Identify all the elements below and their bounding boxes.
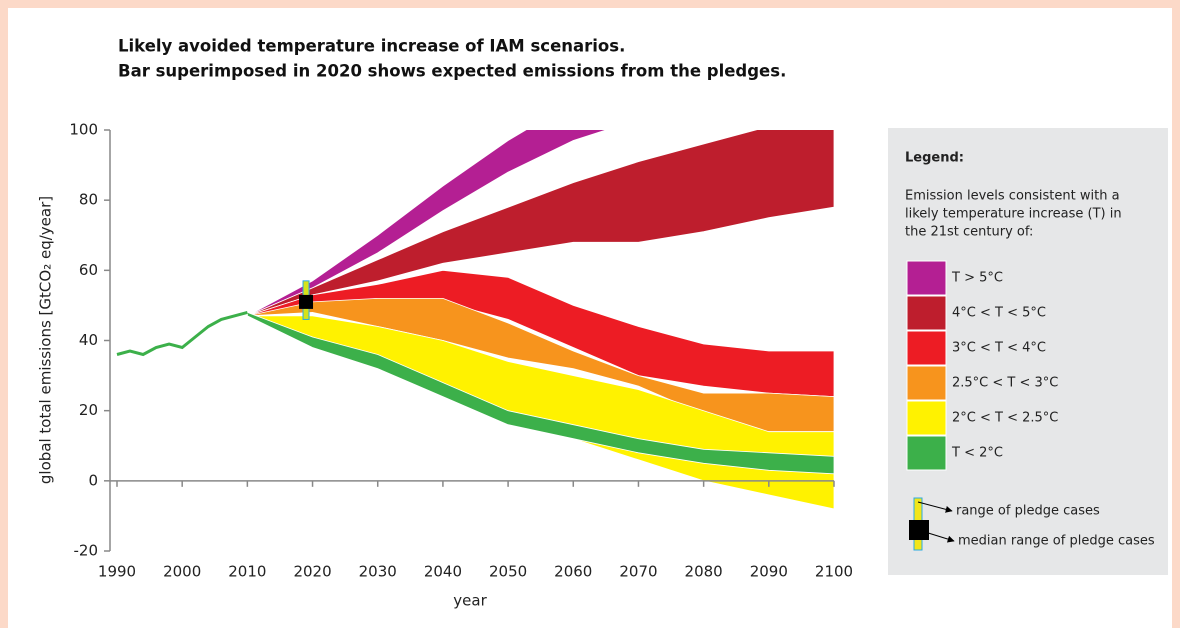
legend-arrow (924, 531, 955, 543)
y-tick-label: 100 (69, 121, 98, 139)
y-tick-label: 40 (79, 331, 98, 349)
legend-swatch (906, 295, 947, 331)
legend-pledge-median (909, 520, 929, 540)
legend-label: 2°C < T < 2.5°C (952, 411, 1058, 426)
x-tick-label: 2080 (685, 563, 723, 581)
legend-label: 2.5°C < T < 3°C (952, 376, 1058, 391)
legend-label: 3°C < T < 4°C (952, 341, 1046, 356)
x-tick-label: 2000 (163, 563, 201, 581)
x-tick-label: 2030 (359, 563, 397, 581)
legend-swatch (906, 330, 947, 366)
y-axis-label: global total emissions [GtCO₂ eq/year] (37, 196, 55, 484)
legend-label: median range of pledge cases (958, 534, 1155, 549)
legend-label: range of pledge cases (956, 504, 1100, 519)
plot-area (116, 130, 834, 510)
legend-swatch (906, 400, 947, 436)
x-tick-label: 2040 (424, 563, 462, 581)
legend-swatch (906, 260, 947, 296)
y-tick-label: 0 (88, 471, 98, 489)
history-line (116, 310, 248, 357)
band (247, 311, 834, 475)
band (247, 130, 608, 317)
legend-label: 4°C < T < 5°C (952, 306, 1046, 321)
pledge-median (299, 294, 314, 309)
legend-swatch (906, 435, 947, 471)
x-tick-label: 2100 (815, 563, 853, 581)
legend-label: T > 5°C (951, 271, 1003, 286)
y-tick-label: 60 (79, 261, 98, 279)
x-tick-label: 2020 (293, 563, 331, 581)
legend-text: Emission levels consistent with a (905, 189, 1120, 204)
legend-text: the 21st century of: (905, 225, 1033, 240)
x-axis-label: year (453, 592, 487, 610)
x-tick-label: 2060 (554, 563, 592, 581)
legend-text: likely temperature increase (T) in (905, 207, 1122, 222)
x-tick-label: 1990 (98, 563, 136, 581)
y-tick-label: 20 (79, 401, 98, 419)
legend-label: T < 2°C (951, 446, 1003, 461)
y-tick-label: 80 (79, 191, 98, 209)
x-tick-label: 2010 (228, 563, 266, 581)
legend-arrow (917, 501, 953, 513)
x-tick-label: 2090 (750, 563, 788, 581)
legend-swatch (906, 365, 947, 401)
band (247, 298, 834, 433)
chart-title: Likely avoided temperature increase of I… (118, 37, 625, 56)
chart-title: Bar superimposed in 2020 shows expected … (118, 62, 786, 81)
x-tick-label: 2050 (489, 563, 527, 581)
x-tick-label: 2070 (619, 563, 657, 581)
legend-title: Legend: (905, 151, 964, 166)
y-tick-label: -20 (74, 542, 99, 560)
band (247, 130, 834, 317)
